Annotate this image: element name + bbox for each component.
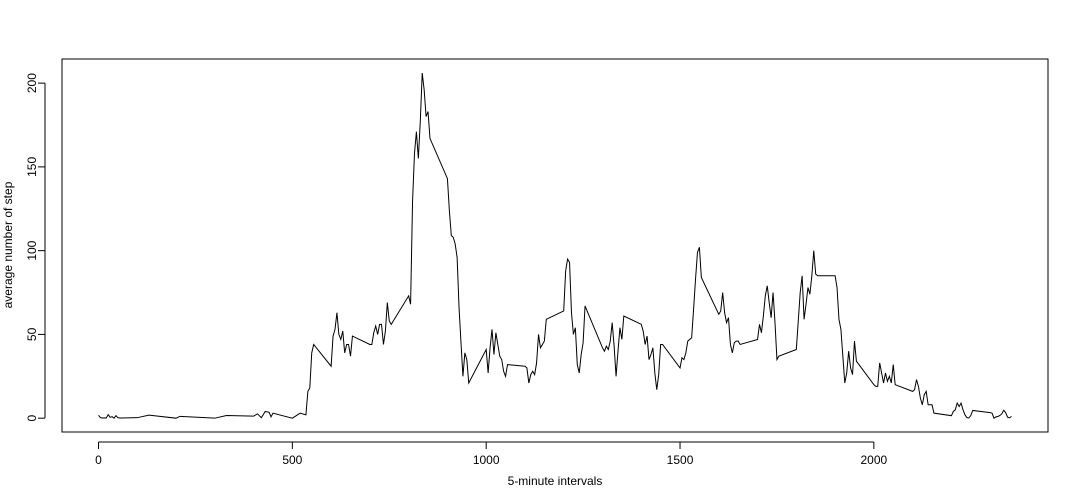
x-tick-label: 500	[282, 453, 302, 467]
x-tick-label: 1500	[667, 453, 694, 467]
x-axis-label: 5-minute intervals	[508, 474, 603, 488]
x-tick-label: 0	[95, 453, 102, 467]
y-tick-label: 50	[25, 327, 39, 341]
y-tick-label: 150	[25, 157, 39, 177]
x-tick-label: 2000	[861, 453, 888, 467]
x-tick-label: 1000	[473, 453, 500, 467]
y-tick-label: 100	[25, 240, 39, 260]
y-tick-label: 0	[25, 415, 39, 422]
data-line	[98, 73, 1012, 419]
y-axis-label: average number of step	[1, 181, 15, 308]
plot-box	[61, 58, 1049, 433]
y-tick-label: 200	[25, 73, 39, 93]
